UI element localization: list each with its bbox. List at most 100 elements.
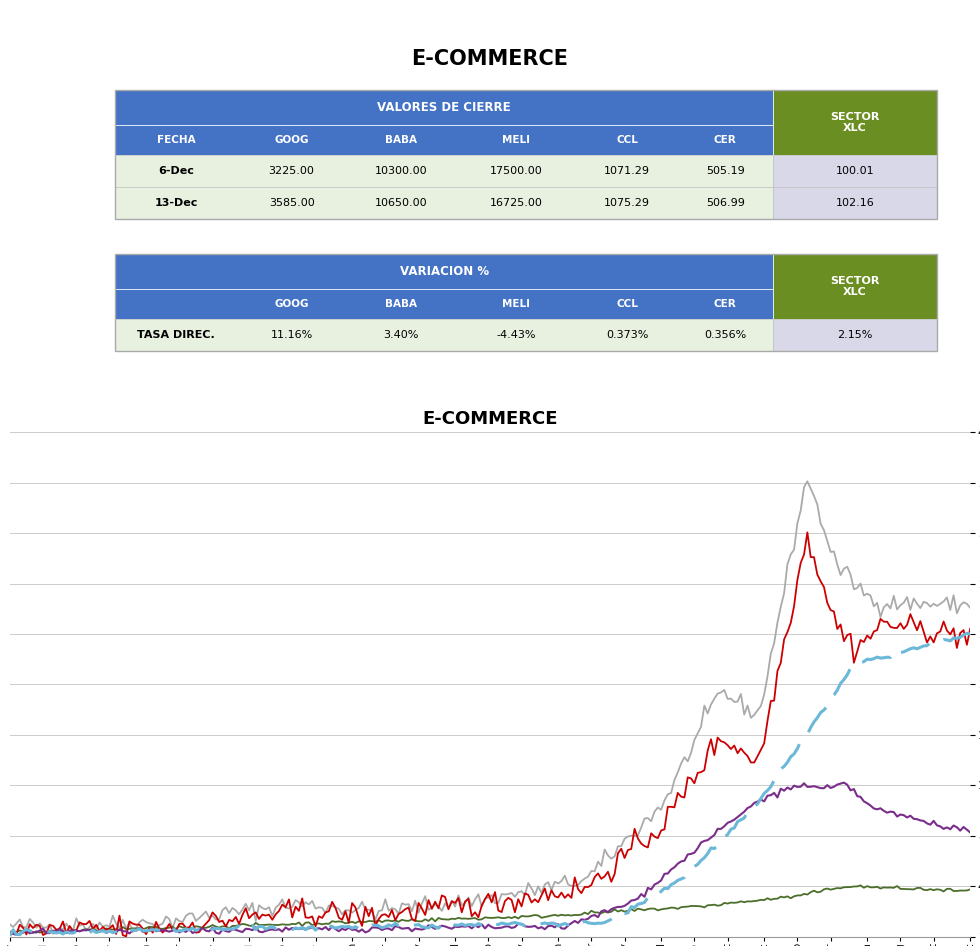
Text: TASA DIREC.: TASA DIREC. [137,330,215,340]
Text: GOOG: GOOG [274,135,309,146]
CER [961,628,973,639]
Text: 3585.00: 3585.00 [269,198,315,208]
Text: BABA: BABA [385,299,416,309]
CCL [585,910,597,921]
CCL [838,777,850,788]
Bar [116,289,773,319]
Line: MELI: MELI [10,482,970,934]
Text: E-COMMERCE: E-COMMERCE [412,49,568,69]
CER [582,917,594,928]
MELI [233,909,245,920]
Line: CER: CER [10,634,970,936]
CER [964,628,976,639]
Text: 0.373%: 0.373% [606,330,648,340]
BABA [233,920,245,931]
GOOG [121,931,132,942]
Text: CCL: CCL [616,135,638,146]
Bar [773,90,937,155]
Bar [773,254,937,319]
Bar [116,187,773,219]
Text: 3.40%: 3.40% [383,330,418,340]
Title: E-COMMERCE: E-COMMERCE [422,410,558,428]
Bar [116,90,773,126]
CCL [934,821,946,832]
BABA [855,880,866,891]
GOOG [4,926,16,937]
Line: BABA: BABA [10,885,970,933]
Text: GOOG: GOOG [274,299,309,309]
BABA [934,885,946,896]
Bar [116,254,937,351]
Bar [116,319,773,351]
CCL [233,925,245,937]
MELI [934,598,946,609]
Text: VALORES DE CIERRE: VALORES DE CIERRE [377,101,512,114]
Text: VARIACION %: VARIACION % [400,265,489,278]
CCL [848,783,859,795]
Bar [773,319,937,351]
Text: 10300.00: 10300.00 [374,166,427,176]
GOOG [585,880,597,891]
Text: SECTOR
XLC: SECTOR XLC [830,276,880,297]
MELI [4,919,16,930]
Text: MELI: MELI [502,135,530,146]
CCL [429,923,441,935]
Text: SECTOR
XLC: SECTOR XLC [830,112,880,133]
MELI [848,584,859,595]
Text: MELI: MELI [502,299,530,309]
Text: 102.16: 102.16 [836,198,874,208]
BABA [585,905,597,917]
CER [230,922,242,934]
Text: FECHA: FECHA [157,135,196,146]
Text: 3225.00: 3225.00 [269,166,315,176]
BABA [429,916,441,927]
MELI [964,603,976,614]
Text: CER: CER [713,135,737,146]
MELI [18,921,29,933]
Bar [116,254,773,289]
CER [4,930,16,941]
Text: 505.19: 505.19 [706,166,745,176]
Bar [116,126,773,155]
Text: 0.356%: 0.356% [704,330,746,340]
Text: 16725.00: 16725.00 [490,198,543,208]
CCL [11,929,23,940]
Text: 100.01: 100.01 [836,166,874,176]
MELI [47,928,59,939]
Text: 506.99: 506.99 [706,198,745,208]
CER [18,925,29,937]
Bar [116,155,773,187]
Text: CCL: CCL [616,299,638,309]
GOOG [964,623,976,635]
BABA [4,927,16,938]
Text: 1071.29: 1071.29 [604,166,650,176]
CCL [21,924,32,936]
CCL [4,927,16,938]
Text: 6-Dec: 6-Dec [159,166,194,176]
Line: GOOG: GOOG [10,533,970,937]
Text: BABA: BABA [385,135,416,146]
GOOG [18,922,29,934]
MELI [585,866,597,877]
CER [928,638,940,649]
BABA [964,884,976,895]
Bar [773,187,937,219]
CER [426,920,438,931]
Text: -4.43%: -4.43% [497,330,536,340]
Line: CCL: CCL [10,782,970,935]
GOOG [802,527,813,538]
GOOG [429,896,441,907]
Text: 10650.00: 10650.00 [374,198,427,208]
GOOG [233,919,245,930]
MELI [802,476,813,487]
MELI [429,899,441,910]
BABA [21,926,32,937]
CER [842,669,854,680]
CCL [964,827,976,838]
GOOG [848,657,859,669]
Text: 1075.29: 1075.29 [604,198,650,208]
Text: 13-Dec: 13-Dec [155,198,198,208]
Text: CER: CER [713,299,737,309]
Text: 2.15%: 2.15% [837,330,872,340]
Bar [116,90,937,219]
